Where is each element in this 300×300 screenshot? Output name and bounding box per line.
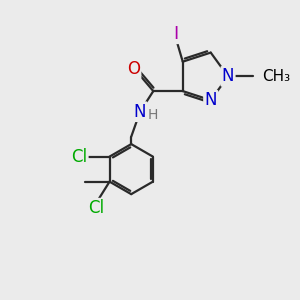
Text: O: O	[127, 60, 140, 78]
Text: N: N	[205, 91, 217, 109]
Text: Cl: Cl	[71, 148, 87, 166]
Text: N: N	[134, 103, 146, 121]
Text: N: N	[222, 68, 234, 85]
Text: CH₃: CH₃	[262, 69, 290, 84]
Text: I: I	[173, 25, 178, 43]
Text: Cl: Cl	[88, 199, 104, 217]
Text: H: H	[147, 108, 158, 122]
